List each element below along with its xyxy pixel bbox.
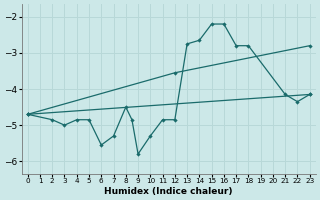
X-axis label: Humidex (Indice chaleur): Humidex (Indice chaleur) [104,187,233,196]
